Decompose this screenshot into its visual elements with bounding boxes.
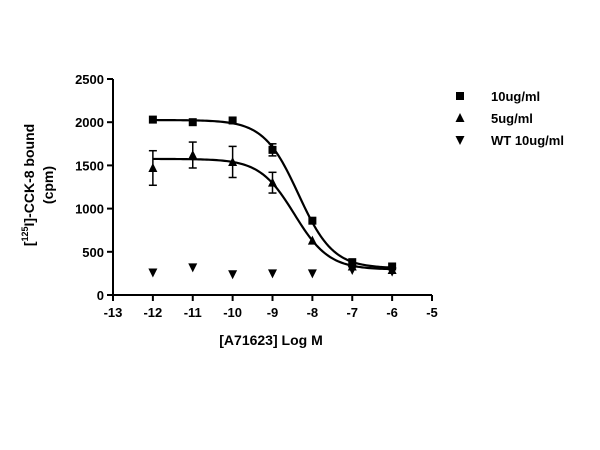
y-tick-label: 500 — [82, 245, 104, 260]
legend-item: 5ug/ml — [455, 111, 533, 126]
data-point — [228, 156, 238, 166]
svg-text:[125I]-CCK-8 bound: [125I]-CCK-8 bound — [20, 124, 37, 246]
data-point — [307, 235, 317, 245]
axes: -13 -12 -11 -10 -9 -8 -7 -6 -5 0 500 1000 1500 2000 25… — [75, 72, 438, 320]
legend: 10ug/ml 5ug/ml WT 10ug/ml — [455, 89, 564, 148]
data-point — [268, 269, 277, 279]
data-point — [307, 269, 317, 279]
x-tick-label: -11 — [184, 305, 202, 320]
x-tick-label: -6 — [386, 305, 398, 320]
y-tick-label: 2000 — [75, 115, 104, 130]
y-tick-label: 1500 — [75, 158, 104, 173]
legend-item: 10ug/ml — [456, 89, 540, 104]
x-tick-label: -7 — [346, 305, 358, 320]
data-point — [148, 115, 157, 124]
y-tick-label: 0 — [97, 288, 104, 303]
y-tick-label: 1000 — [75, 202, 104, 217]
data-point — [148, 162, 158, 172]
y-axis-title-unit: (cpm) — [40, 166, 56, 204]
x-tick-label: -8 — [307, 305, 319, 320]
legend-label: WT 10ug/ml — [491, 133, 564, 148]
x-axis-title: [A71623] Log M — [219, 332, 322, 348]
data-point — [268, 145, 277, 154]
data-point — [308, 216, 317, 225]
y-tick-label: 2500 — [75, 72, 104, 87]
data-point — [228, 270, 238, 280]
data-point — [188, 118, 197, 127]
series-1 — [148, 141, 397, 274]
series-2 — [148, 263, 397, 280]
data-point — [148, 268, 158, 278]
x-tick-label: -9 — [267, 305, 279, 320]
x-tick-label: -10 — [223, 305, 242, 320]
legend-marker — [455, 113, 465, 122]
data-point — [188, 263, 198, 273]
x-tick-label: -12 — [143, 305, 162, 320]
legend-label: 10ug/ml — [491, 89, 540, 104]
y-axis-title-superscript: 125 — [20, 226, 30, 241]
data-point — [387, 267, 397, 277]
x-tick-label: -5 — [426, 305, 438, 320]
y-axis-title-prefix: [ — [21, 241, 37, 246]
data-point — [268, 177, 277, 187]
data-point — [188, 150, 198, 160]
legend-marker — [455, 136, 465, 145]
x-tick-label: -13 — [104, 305, 123, 320]
legend-marker — [456, 92, 464, 100]
data-point — [228, 116, 237, 125]
y-axis-title: [125I]-CCK-8 bound (cpm) — [20, 124, 56, 246]
y-axis-title-rest: I]-CCK-8 bound — [21, 124, 37, 227]
legend-item: WT 10ug/ml — [455, 133, 564, 148]
series-layer — [148, 115, 397, 280]
legend-label: 5ug/ml — [491, 111, 533, 126]
data-point — [347, 265, 357, 275]
